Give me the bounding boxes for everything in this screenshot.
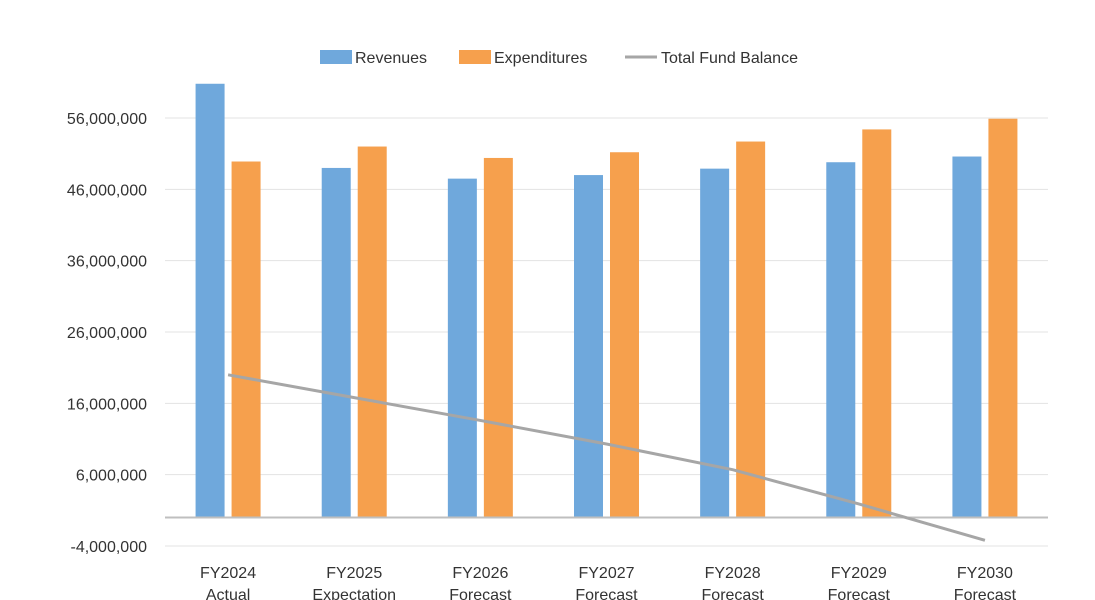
bar-revenues [574, 175, 603, 518]
x-tick-label: Forecast [449, 587, 512, 600]
bar-expenditures [483, 157, 513, 518]
bar-revenues [826, 162, 856, 518]
x-tick-label: FY2029 [831, 565, 887, 582]
y-tick-label: 16,000,000 [67, 396, 147, 413]
bar-expenditures [357, 146, 387, 518]
bar-revenues [952, 156, 982, 518]
x-axis: FY2024 Actual FY2025 Expectation FY2026 Forec… [200, 565, 1017, 600]
y-tick-label: 6,000,000 [76, 468, 147, 485]
y-tick-label: 36,000,000 [67, 254, 147, 271]
bar-revenues [195, 83, 225, 518]
x-tick-label: Actual [206, 587, 250, 600]
bar-revenues [447, 178, 477, 518]
x-tick-label: FY2028 [705, 565, 761, 582]
x-tick-label: Expectation [312, 587, 396, 600]
y-axis: 56,000,000 46,000,000 36,000,000 26,000,000… [67, 111, 147, 556]
x-tick-label: Forecast [702, 587, 765, 600]
bar-expenditures [736, 141, 766, 518]
x-tick-label: FY2030 [957, 565, 1013, 582]
x-tick-label: FY2025 [326, 565, 382, 582]
x-tick-label: FY2026 [452, 565, 508, 582]
x-tick-label: Forecast [828, 587, 891, 600]
y-tick-label: 46,000,000 [67, 182, 147, 199]
x-tick-label: Forecast [954, 587, 1017, 600]
legend-label: Revenues [355, 50, 427, 67]
y-tick-label: 56,000,000 [67, 111, 147, 128]
bar-expenditures [231, 161, 261, 518]
grid [165, 117, 1048, 547]
bar-revenues [700, 168, 730, 518]
bar-expenditures [988, 118, 1018, 518]
fund-balance-line [227, 373, 986, 542]
bar-expenditures [862, 129, 892, 518]
legend-label: Total Fund Balance [661, 50, 798, 67]
x-tick-label: FY2024 [200, 565, 256, 582]
legend-swatch-expenditures [459, 50, 491, 64]
y-tick-label: 26,000,000 [67, 325, 147, 342]
legend-label: Expenditures [494, 50, 587, 67]
legend-swatch-revenues [320, 50, 352, 64]
legend: Revenues Expenditures Total Fund Balance [320, 50, 798, 67]
bar-revenues [321, 167, 351, 518]
y-tick-label: -4,000,000 [70, 539, 147, 556]
x-tick-label: Forecast [575, 587, 638, 600]
x-tick-label: FY2027 [578, 565, 634, 582]
bars [195, 83, 1018, 518]
bar-expenditures [610, 152, 639, 518]
